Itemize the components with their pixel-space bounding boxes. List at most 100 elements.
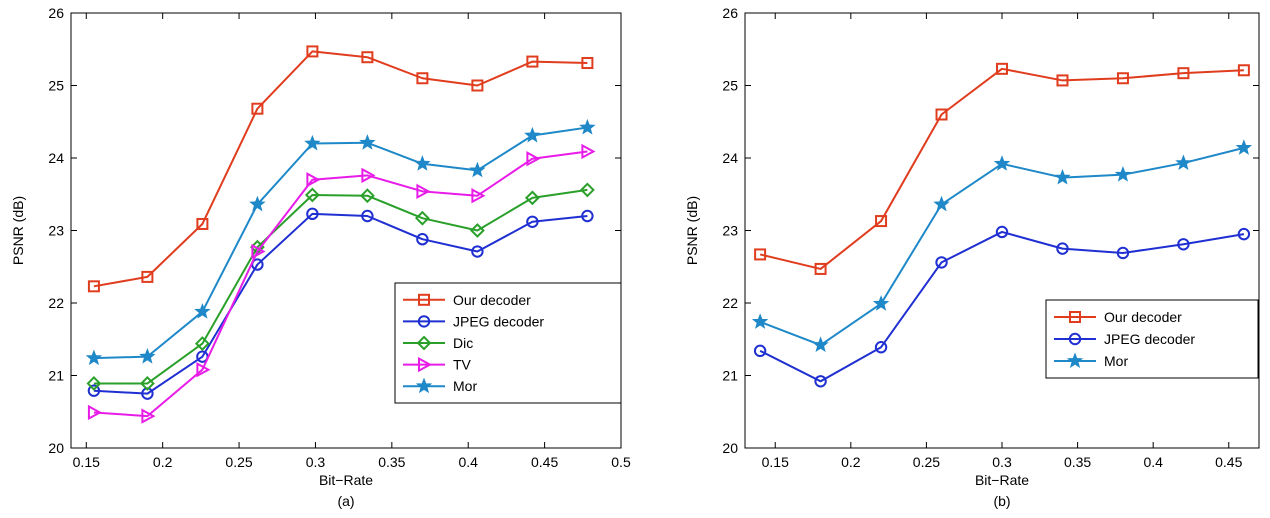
data-point (87, 404, 103, 421)
data-point (1114, 166, 1132, 182)
data-point (814, 375, 827, 388)
series-mor (751, 139, 1253, 353)
data-point (304, 187, 320, 203)
legend-label: JPEG decoder (453, 313, 544, 329)
x-tick-label: 0.35 (1064, 454, 1091, 470)
panel-label: (a) (337, 493, 354, 509)
legend-label: Mor (453, 378, 477, 394)
data-point (1235, 139, 1253, 155)
series-line (759, 67, 1244, 270)
legend-marker (1068, 332, 1082, 346)
data-point (196, 362, 211, 378)
data-point (872, 295, 890, 311)
data-point (753, 344, 767, 358)
data-point (812, 336, 829, 353)
data-point (581, 143, 596, 160)
data-point (875, 215, 888, 228)
y-tick-label: 20 (48, 440, 64, 456)
y-tick-label: 24 (48, 150, 64, 166)
data-point (469, 223, 485, 238)
data-point (85, 349, 103, 366)
panel-label: (b) (993, 493, 1010, 509)
series-line (93, 126, 588, 360)
data-point (471, 188, 486, 204)
x-tick-label: 0.35 (378, 454, 405, 470)
x-axis: 0.15 0.2 0.25 0.3 0.35 0.4 0.45 (762, 13, 1243, 470)
legend-entry: Our decoder (403, 292, 531, 308)
data-point (526, 215, 539, 229)
data-point (361, 51, 374, 64)
y-tick-label: 25 (722, 78, 738, 94)
series-jpeg-decoder (753, 225, 1251, 388)
data-point (86, 376, 102, 391)
data-point (751, 313, 769, 329)
data-point (1177, 238, 1190, 251)
series-our-decoder (87, 45, 594, 293)
x-tick-label: 0.4 (458, 454, 478, 470)
data-point (874, 341, 888, 354)
data-point (471, 79, 484, 92)
data-point (1237, 227, 1251, 241)
data-point (1116, 72, 1129, 85)
data-point (361, 209, 374, 223)
data-point (416, 233, 429, 246)
x-tick-label: 0.45 (531, 454, 558, 470)
x-tick-label: 0.4 (1143, 454, 1163, 470)
data-point (87, 280, 100, 293)
data-point (196, 217, 209, 230)
x-tick-label: 0.3 (992, 454, 1012, 470)
x-tick-label: 0.2 (153, 454, 173, 470)
data-point (251, 102, 264, 115)
legend-label: TV (453, 357, 472, 373)
x-tick-label: 0.15 (73, 454, 100, 470)
data-point (1056, 74, 1069, 87)
y-tick-label: 23 (722, 223, 738, 239)
data-point (526, 151, 541, 167)
legend-marker (1066, 352, 1084, 368)
y-axis: 20 21 22 23 24 25 26 (722, 5, 1259, 456)
legend-entry: Our decoder (1054, 309, 1182, 325)
data-point (416, 72, 429, 85)
data-point (359, 188, 375, 204)
data-point (1054, 168, 1071, 185)
data-point (359, 134, 376, 150)
legend-marker (418, 293, 430, 306)
legend-entry: Mor (1054, 352, 1128, 369)
data-point (993, 155, 1011, 171)
data-point (754, 248, 767, 261)
data-point (306, 207, 319, 221)
legend-marker (417, 315, 431, 328)
y-tick-label: 21 (722, 368, 738, 384)
x-tick-label: 0.25 (225, 454, 252, 470)
x-tick-label: 0.2 (841, 454, 861, 470)
data-point (581, 209, 594, 223)
legend-entry: JPEG decoder (1054, 331, 1195, 347)
data-point (251, 243, 266, 260)
y-tick-label: 21 (48, 368, 64, 384)
legend-label: Our decoder (453, 292, 531, 308)
legend-entry: JPEG decoder (403, 313, 544, 329)
data-point (414, 210, 430, 226)
data-point (1175, 154, 1192, 171)
data-point (935, 256, 948, 269)
data-point (139, 376, 155, 391)
x-tick-label: 0.5 (611, 454, 631, 470)
data-point (579, 118, 596, 135)
x-tick-label: 0.45 (1215, 454, 1242, 470)
legend-label: Dic (453, 335, 473, 351)
data-point (933, 195, 950, 212)
data-point (814, 262, 827, 275)
data-point (306, 45, 319, 58)
data-point (306, 172, 321, 188)
x-axis-label: Bit−Rate (319, 472, 373, 488)
data-point (141, 408, 156, 424)
series-line (93, 212, 588, 395)
data-point (249, 195, 266, 212)
y-tick-label: 22 (48, 295, 64, 311)
data-point (581, 57, 594, 70)
legend-label: JPEG decoder (1104, 331, 1195, 347)
y-tick-label: 26 (48, 5, 64, 21)
legend: Our decoder JPEG decoder Mor (1045, 299, 1259, 379)
data-point (87, 384, 101, 397)
data-point (304, 134, 321, 151)
